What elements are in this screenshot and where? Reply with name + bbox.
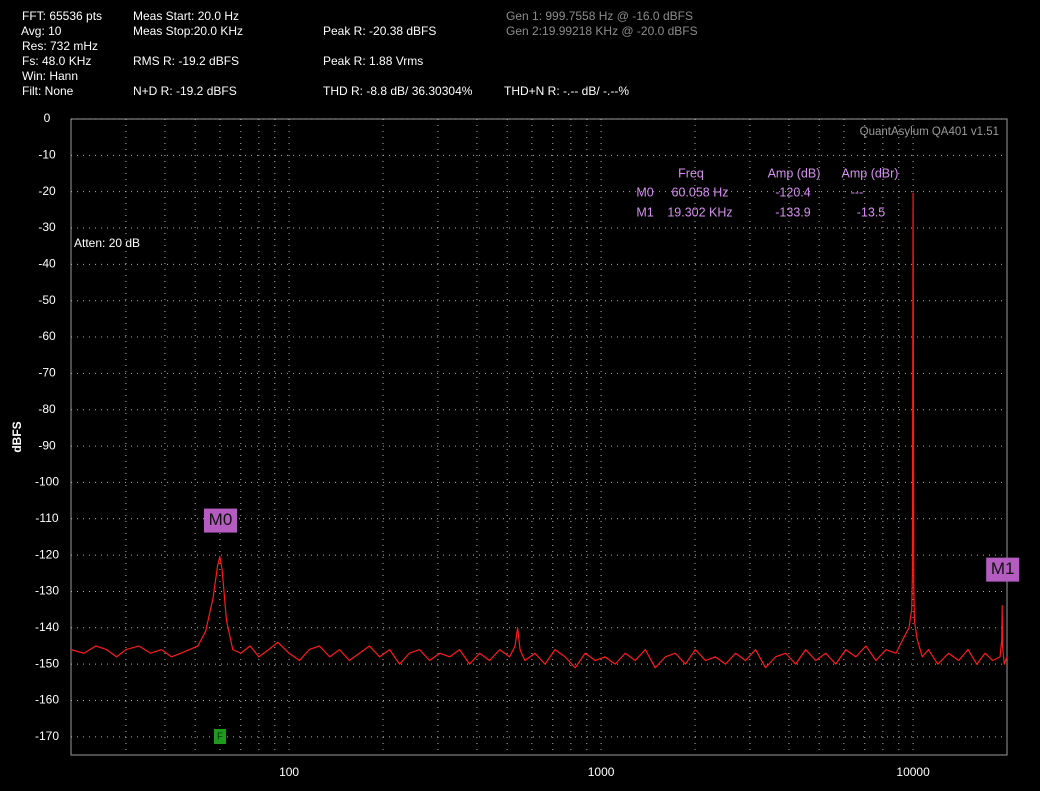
table-cell: --- xyxy=(851,185,864,199)
status-text: Meas Stop:20.0 KHz xyxy=(133,24,243,38)
status-text: Win: Hann xyxy=(22,69,78,83)
status-text: Res: 732 mHz xyxy=(22,39,98,53)
status-text: THD+N R: -.-- dB/ -.--% xyxy=(504,84,629,98)
x-tick-label: 1000 xyxy=(588,765,615,779)
marker-label: M1 xyxy=(991,559,1015,578)
y-tick-label: -110 xyxy=(35,511,58,525)
table-header: Freq xyxy=(678,166,704,180)
status-text: Avg: 10 xyxy=(21,24,62,38)
status-text: Peak R: 1.88 Vrms xyxy=(323,54,423,68)
y-tick-label: -10 xyxy=(38,148,56,162)
y-tick-label: -20 xyxy=(38,184,56,198)
status-text: Fs: 48.0 KHz xyxy=(22,54,91,68)
annotation: Atten: 20 dB xyxy=(74,236,140,250)
y-tick-label: -50 xyxy=(38,293,56,307)
table-marker-name: M0 xyxy=(636,185,653,199)
plot: M0 M1 F xyxy=(70,192,1020,744)
status-text: THD R: -8.8 dB/ 36.30304% xyxy=(323,84,473,98)
y-tick-label: -70 xyxy=(38,366,56,380)
x-tick-label: 10000 xyxy=(896,765,930,779)
x-tick-label: 100 xyxy=(279,765,299,779)
table-cell: -13.5 xyxy=(857,205,886,219)
table-cell: 60.058 Hz xyxy=(672,185,729,199)
y-tick-label: -80 xyxy=(38,402,56,416)
status-text: Meas Start: 20.0 Hz xyxy=(133,9,239,23)
marker-box xyxy=(986,557,1020,582)
table-header: Amp (dBr) xyxy=(842,166,899,180)
generator-text: Gen 1: 999.7558 Hz @ -16.0 dBFS xyxy=(506,9,693,23)
status-text: Filt: None xyxy=(22,84,74,98)
marker-table: Freq Amp (dB) Amp (dBr) M0 60.058 Hz -120.4 --… xyxy=(636,166,898,219)
spectrum-line xyxy=(70,192,1008,669)
y-tick-label: -130 xyxy=(35,584,59,598)
status-text: N+D R: -19.2 dBFS xyxy=(133,84,237,98)
table-header: Amp (dB) xyxy=(768,166,821,180)
status-text: Peak R: -20.38 dBFS xyxy=(323,24,436,38)
y-tick-label: -40 xyxy=(38,257,56,271)
y-tick-label: -170 xyxy=(35,729,59,743)
grid: 0 -10 -20 -30 -40 -50 -60 -70 -80 -90 -100 -110 -120… xyxy=(35,111,1007,779)
y-tick-label: -90 xyxy=(38,438,56,452)
table-cell: 19.302 KHz xyxy=(667,205,732,219)
y-tick-label: -160 xyxy=(35,693,59,707)
table-cell: -120.4 xyxy=(775,185,810,199)
status-text: RMS R: -19.2 dBFS xyxy=(133,54,239,68)
y-tick-label: -140 xyxy=(35,620,59,634)
y-tick-label: -120 xyxy=(35,547,59,561)
y-tick-label: -100 xyxy=(35,475,59,489)
y-axis-label: dBFS xyxy=(10,421,24,452)
table-cell: -133.9 xyxy=(775,205,810,219)
status-text: FFT: 65536 pts xyxy=(22,9,102,23)
watermark: QuantAsylum QA401 v1.51 xyxy=(860,126,999,138)
filter-label: F xyxy=(217,732,223,743)
y-tick-label: -150 xyxy=(35,656,59,670)
table-marker-name: M1 xyxy=(636,205,653,219)
y-tick-label: -30 xyxy=(38,220,56,234)
marker-box xyxy=(203,508,237,533)
y-tick-label: -60 xyxy=(38,329,56,343)
generator-text: Gen 2:19.99218 KHz @ -20.0 dBFS xyxy=(506,24,698,38)
y-tick-label: 0 xyxy=(44,111,51,125)
filter-box xyxy=(213,729,226,744)
marker-label: M0 xyxy=(209,510,233,529)
